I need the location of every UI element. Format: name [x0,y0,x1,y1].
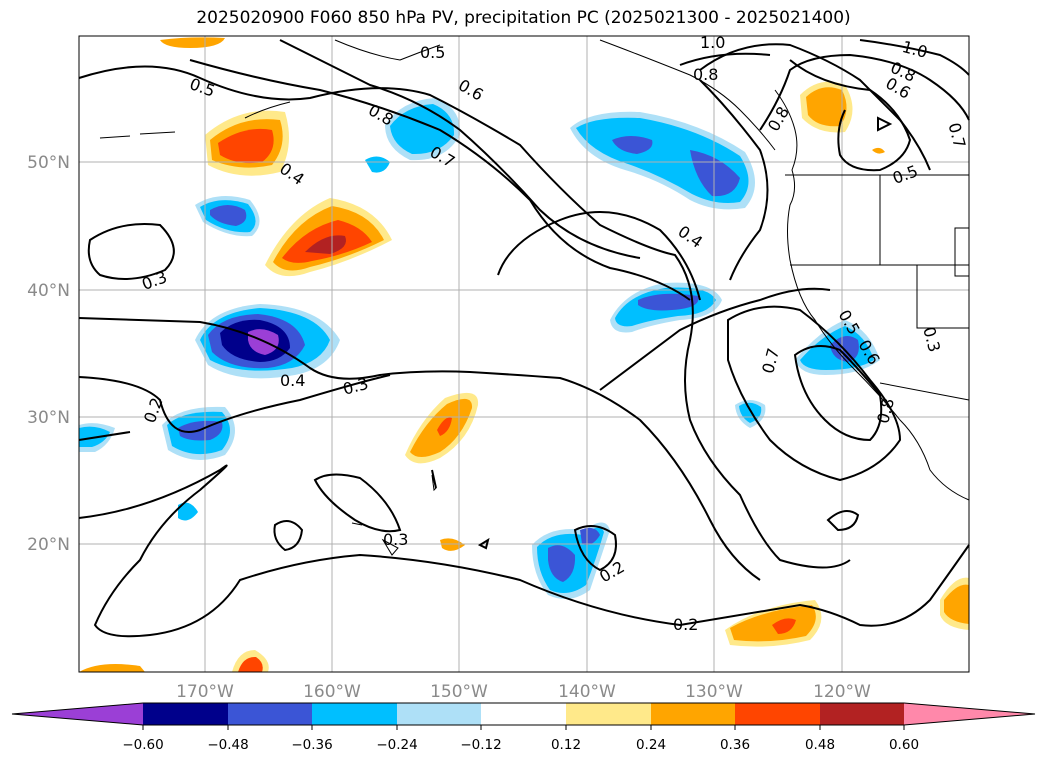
negative-patch [195,196,260,237]
colorbar-extend-min [12,703,143,725]
lat-tick-label: 20°N [27,535,70,555]
contour-label: 0.4 [280,371,305,390]
contour-label: 0.8 [693,65,718,84]
colorbar-segment [481,703,566,725]
colorbar-tick-label: −0.24 [376,737,417,753]
positive-patch [265,198,392,277]
contour-label: 0.2 [673,615,698,634]
colorbar-tick-label: −0.36 [291,737,332,753]
colorbar-segment [228,703,312,725]
pv-contours [78,39,970,638]
colorbar-tick-label: −0.60 [122,737,163,753]
colorbar-segment [397,703,481,725]
colorbar-tick-label: −0.48 [207,737,248,753]
colorbar-tick-label: 0.36 [720,737,750,753]
colorbar-segment [566,703,651,725]
colorbar-tick-label: 0.48 [805,737,835,753]
lon-tick-label: 150°W [430,682,488,702]
negative-patch [570,111,755,210]
negative-patch [195,304,340,379]
lat-tick-label: 30°N [27,408,70,428]
positive-patch [725,600,822,647]
map-frame [78,35,970,673]
colorbar-segment [143,703,228,725]
lon-tick-label: 130°W [685,682,743,702]
lon-tick-label: 140°W [558,682,616,702]
colorbar-segment [312,703,397,725]
colorbar-tick-label: 0.12 [551,737,581,753]
positive-patch [405,392,479,464]
lon-tick-label: 170°W [176,682,234,702]
positive-patch [800,81,853,133]
colorbar-segment [820,703,904,725]
colorbar: −0.60 −0.48 −0.36 −0.24 −0.12 0.12 0.24 … [11,702,1036,753]
lat-tick-label: 40°N [27,281,70,301]
latitude-tick-labels: 50°N 40°N 30°N 20°N [27,153,70,555]
lon-tick-label: 120°W [813,682,871,702]
colorbar-extend-max [904,703,1035,725]
positive-patch [205,110,289,176]
negative-patch [162,406,235,460]
colorbar-segment [735,703,820,725]
negative-patch [610,282,722,333]
positive-patch [940,577,969,630]
lat-tick-label: 50°N [27,153,70,173]
contour-label: 0.5 [420,43,445,62]
colorbar-segment [651,703,735,725]
contour-label: 1.0 [700,33,725,52]
longitude-tick-labels: 170°W 160°W 150°W 140°W 130°W 120°W [176,682,871,702]
contour-label: 0.3 [383,530,408,549]
precip-anomaly-patches [79,37,969,672]
lon-tick-label: 160°W [303,682,361,702]
colorbar-tick-label: −0.12 [460,737,501,753]
colorbar-tick-label: 0.24 [636,737,666,753]
coastlines [99,39,970,556]
positive-patch [79,37,885,672]
plot-title: 2025020900 F060 850 hPa PV, precipitatio… [196,8,851,28]
colorbar-tick-label: 0.60 [889,737,919,753]
